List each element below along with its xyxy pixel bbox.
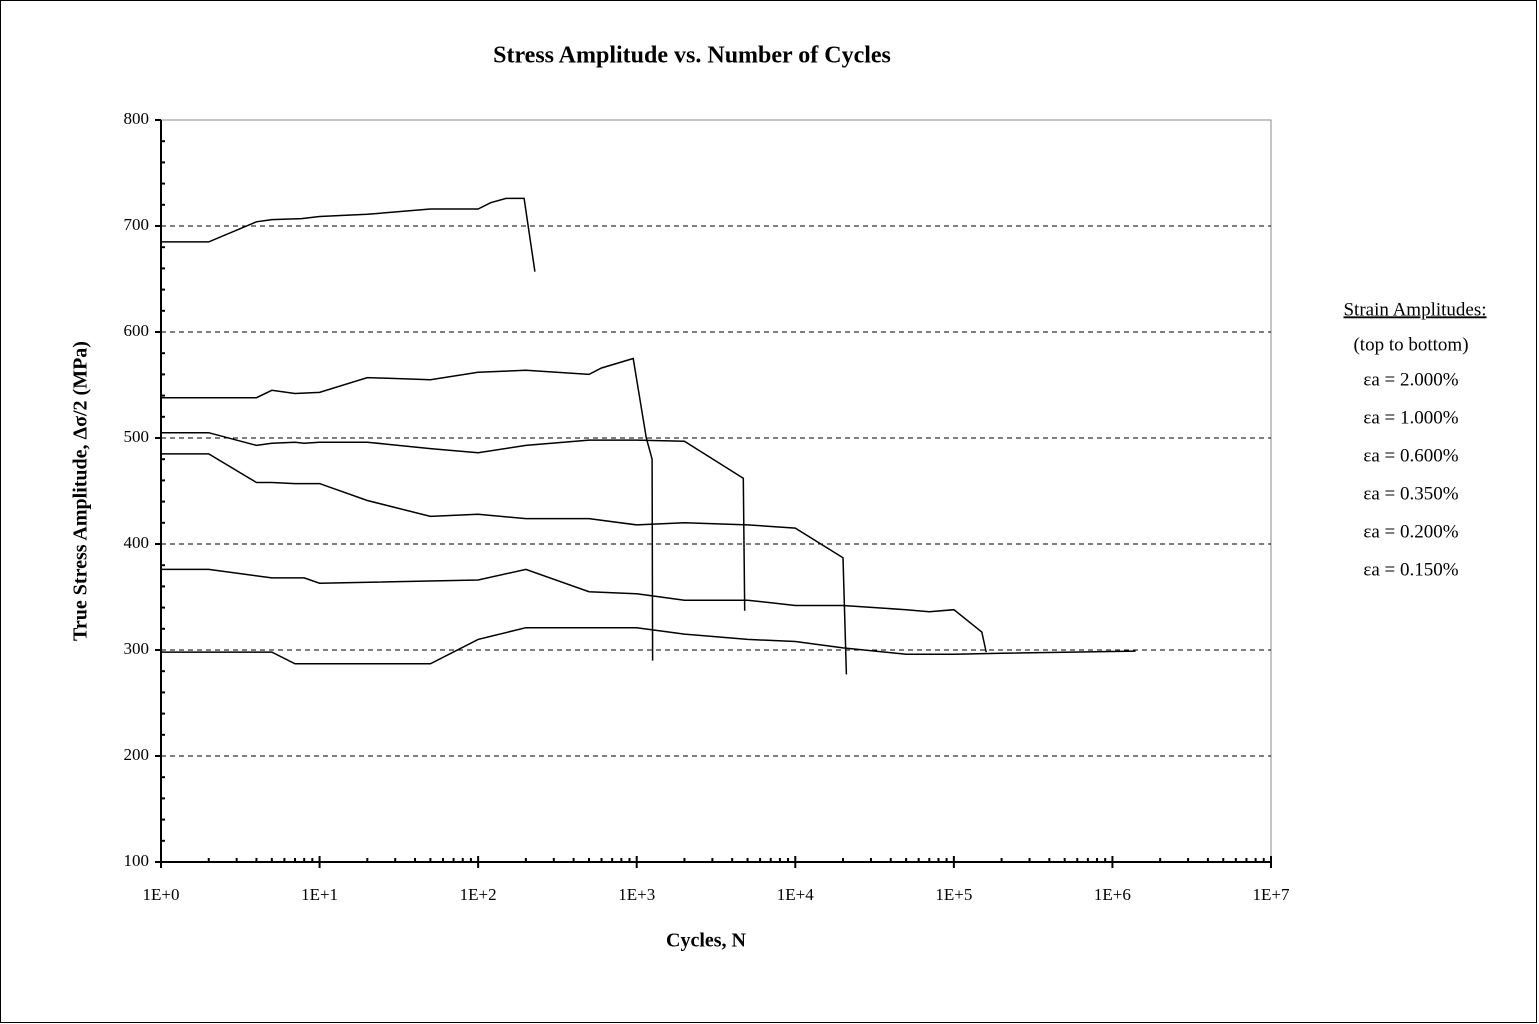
x-tick-label: 1E+7 [1253,885,1290,904]
y-tick-label: 200 [124,745,150,764]
x-tick-label: 1E+0 [143,885,180,904]
legend-entry: εa = 0.150% [1363,559,1458,580]
x-tick-label: 1E+3 [618,885,655,904]
x-tick-label: 1E+2 [460,885,497,904]
series-line [161,626,1136,665]
y-tick-label: 100 [124,851,150,870]
series-line [161,197,536,272]
series-line [161,431,746,611]
x-axis-label: Cycles, N [666,930,747,952]
y-tick-label: 600 [124,321,150,340]
y-tick-label: 700 [124,215,150,234]
y-tick-label: 400 [124,533,150,552]
y-tick-label: 800 [124,109,150,128]
series-line [161,453,848,675]
x-tick-label: 1E+1 [301,885,338,904]
y-tick-label: 300 [124,639,150,658]
legend-entry: εa = 0.350% [1363,483,1458,504]
legend-entry: εa = 0.600% [1363,445,1458,466]
y-tick-label: 500 [124,427,150,446]
legend-entry: εa = 0.200% [1363,521,1458,542]
chart-title: Stress Amplitude vs. Number of Cycles [493,43,891,69]
legend-title: Strain Amplitudes: [1343,299,1486,320]
x-tick-label: 1E+4 [777,885,814,904]
series-line [161,568,987,653]
y-axis-label: True Stress Amplitude, Δσ/2 (MPa) [70,341,92,641]
x-tick-label: 1E+5 [935,885,972,904]
legend-subtitle: (top to bottom) [1353,334,1468,355]
x-tick-label: 1E+6 [1094,885,1131,904]
legend-entry: εa = 2.000% [1363,369,1458,390]
legend-entry: εa = 1.000% [1363,407,1458,428]
series-line [161,357,654,661]
